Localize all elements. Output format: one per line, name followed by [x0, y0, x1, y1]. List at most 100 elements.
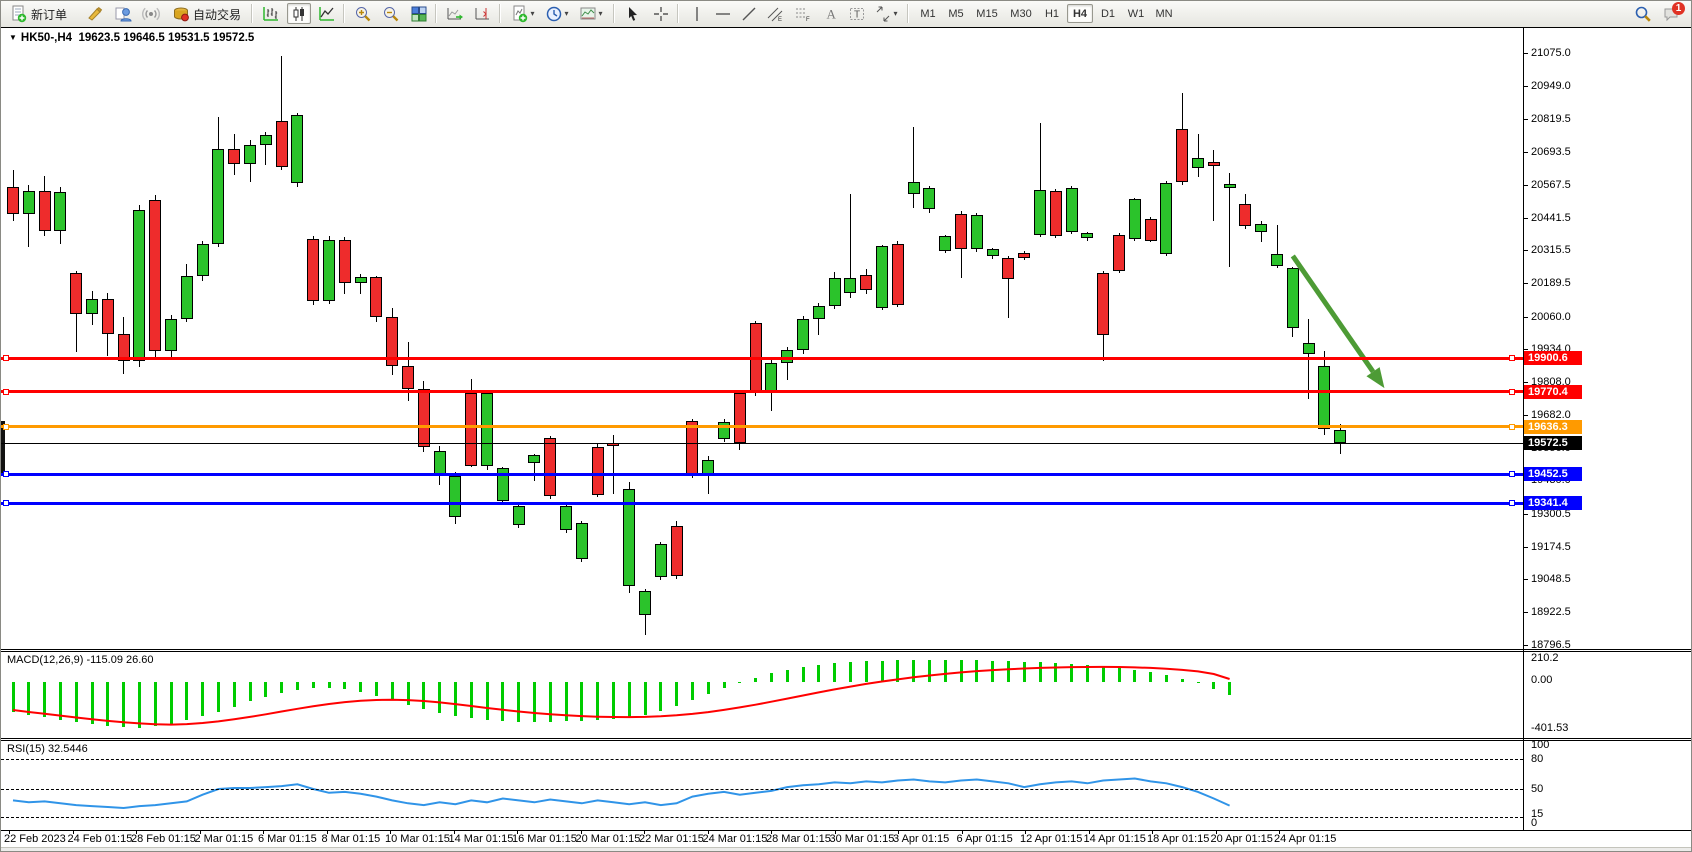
- macd-histogram-bar: [280, 682, 284, 693]
- trendline-tool[interactable]: [737, 3, 761, 24]
- auto-trading-label[interactable]: 自动交易: [193, 8, 242, 22]
- date-tick-mark: [1025, 830, 1026, 834]
- channel-tool[interactable]: E: [763, 3, 787, 24]
- auto-trading-button[interactable]: [169, 3, 193, 24]
- timeframe-button-m15[interactable]: M15: [976, 8, 998, 20]
- candle: [259, 135, 272, 145]
- templates-button[interactable]: ▾: [575, 3, 607, 24]
- macd-histogram-bar: [390, 682, 394, 701]
- macd-histogram-bar: [90, 682, 94, 725]
- signals-button[interactable]: [139, 3, 163, 24]
- macd-histogram-bar: [485, 682, 489, 720]
- expert-advisor-button[interactable]: [111, 3, 135, 24]
- one-click-collapse-icon[interactable]: ▼: [9, 33, 17, 42]
- bar-chart-button[interactable]: [259, 3, 283, 24]
- bar-chart-icon: [263, 6, 278, 21]
- auto-trading-icon: [174, 7, 189, 21]
- horizontal-level-line[interactable]: [1, 425, 1523, 429]
- date-tick-mark: [1215, 830, 1217, 834]
- macd-histogram-bar: [153, 682, 157, 727]
- zoom-out-icon: [384, 6, 399, 21]
- line-anchor-marker[interactable]: [1509, 500, 1515, 507]
- candle: [623, 489, 636, 586]
- candle: [955, 213, 967, 249]
- line-anchor-marker[interactable]: [3, 423, 9, 430]
- rsi-level-line: [1, 759, 1523, 760]
- crayon-button[interactable]: [83, 3, 107, 24]
- candle: [1049, 190, 1062, 236]
- timeframe-button-w1[interactable]: W1: [1127, 8, 1145, 20]
- new-order-button[interactable]: [7, 3, 31, 24]
- candle-wick: [612, 435, 614, 494]
- chart-shift-button[interactable]: [471, 3, 495, 24]
- zoom-out-button[interactable]: [379, 3, 403, 24]
- candle: [402, 365, 414, 390]
- horizontal-level-line[interactable]: [1, 356, 1523, 360]
- horizontal-line-tool[interactable]: [711, 3, 735, 24]
- macd-histogram-bar: [185, 682, 189, 721]
- candle: [607, 443, 620, 447]
- macd-pane[interactable]: [1, 652, 1523, 738]
- line-anchor-marker[interactable]: [1509, 388, 1515, 395]
- candlestick-chart-button[interactable]: [287, 3, 311, 24]
- tile-windows-button[interactable]: [407, 3, 431, 24]
- macd-histogram-bar: [596, 682, 600, 720]
- horizontal-level-line[interactable]: [1, 390, 1523, 394]
- candle: [1207, 162, 1220, 166]
- timeframe-button-d1[interactable]: D1: [1100, 8, 1116, 20]
- line-anchor-marker[interactable]: [3, 355, 9, 362]
- macd-histogram-bar: [295, 682, 299, 690]
- macd-histogram-bar: [58, 682, 62, 720]
- line-anchor-marker[interactable]: [3, 388, 9, 395]
- label-tool[interactable]: T: [845, 3, 869, 24]
- horizontal-level-line[interactable]: [1, 472, 1523, 476]
- timeframe-button-m30[interactable]: M30: [1010, 8, 1032, 20]
- zoom-in-button[interactable]: [351, 3, 375, 24]
- notification-badge[interactable]: 1: [1672, 2, 1685, 15]
- periods-button[interactable]: ▾: [541, 3, 573, 24]
- macd-histogram-bar: [453, 682, 457, 716]
- macd-histogram-bar: [754, 677, 758, 682]
- line-anchor-marker[interactable]: [3, 500, 9, 507]
- timeframe-button-m5[interactable]: M5: [948, 8, 964, 20]
- candle-wick: [1276, 224, 1278, 269]
- crosshair-button[interactable]: [649, 3, 673, 24]
- candle-wick: [1213, 149, 1215, 221]
- macd-histogram-bar: [1212, 682, 1216, 689]
- rsi-axis-label: 80: [1531, 753, 1544, 765]
- candlestick-icon: [293, 6, 304, 21]
- candle: [670, 525, 683, 577]
- new-order-label[interactable]: 新订单: [31, 8, 68, 22]
- line-anchor-marker[interactable]: [1509, 355, 1515, 362]
- text-tool[interactable]: A: [819, 3, 843, 24]
- cursor-icon: [629, 6, 637, 21]
- date-label: 22 Feb 2023: [4, 833, 66, 845]
- candle: [481, 393, 493, 466]
- search-button[interactable]: [1631, 3, 1655, 24]
- timeframe-button-h4[interactable]: H4: [1067, 4, 1093, 23]
- main-chart-pane[interactable]: [1, 28, 1523, 649]
- indicators-button[interactable]: ▾: [507, 3, 539, 24]
- line-anchor-marker[interactable]: [1509, 471, 1515, 478]
- line-anchor-marker[interactable]: [3, 471, 9, 478]
- arrows-tool[interactable]: ▾: [871, 3, 901, 24]
- current-price-line: [1, 442, 1523, 444]
- auto-scroll-button[interactable]: [443, 3, 467, 24]
- timeframe-button-mn[interactable]: MN: [1155, 8, 1173, 20]
- periods-icon: [547, 6, 562, 21]
- horizontal-level-line[interactable]: [1, 501, 1523, 505]
- candle: [86, 299, 98, 315]
- timeframe-button-h1[interactable]: H1: [1044, 8, 1060, 20]
- cursor-button[interactable]: [621, 3, 645, 24]
- line-chart-button[interactable]: [315, 3, 339, 24]
- macd-histogram-bar: [327, 682, 331, 688]
- vertical-line-tool[interactable]: [685, 3, 709, 24]
- candle: [54, 191, 67, 231]
- toolbar-separator: [907, 4, 909, 23]
- fibonacci-tool[interactable]: F: [791, 3, 815, 24]
- line-anchor-marker[interactable]: [1509, 423, 1515, 430]
- timeframe-button-m1[interactable]: M1: [920, 8, 936, 20]
- candle: [228, 149, 241, 164]
- one-click-trading-tab[interactable]: [1, 421, 5, 473]
- date-tick-mark: [9, 830, 10, 834]
